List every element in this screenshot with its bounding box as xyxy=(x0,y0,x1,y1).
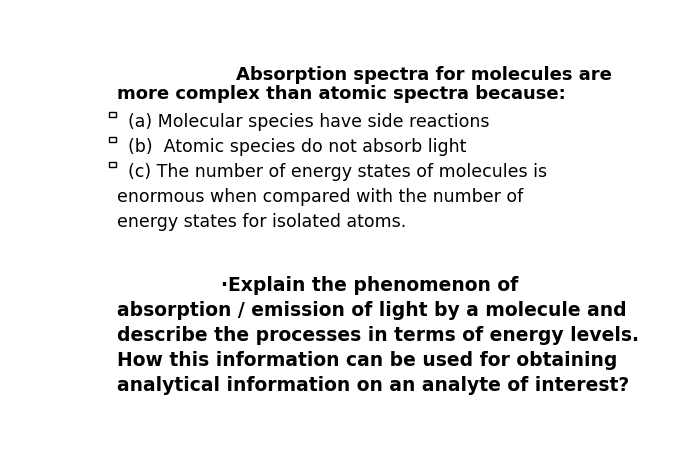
Bar xyxy=(109,112,116,117)
Text: more complex than atomic spectra because:: more complex than atomic spectra because… xyxy=(118,85,566,103)
Text: (b)  Atomic species do not absorb light: (b) Atomic species do not absorb light xyxy=(128,138,467,156)
Text: Absorption spectra for molecules are: Absorption spectra for molecules are xyxy=(236,66,612,84)
Bar xyxy=(109,137,116,142)
Text: absorption / emission of light by a molecule and: absorption / emission of light by a mole… xyxy=(118,301,627,320)
Text: energy states for isolated atoms.: energy states for isolated atoms. xyxy=(118,213,407,231)
Bar xyxy=(109,162,116,167)
Text: describe the processes in terms of energy levels.: describe the processes in terms of energ… xyxy=(118,326,639,345)
Text: ·Explain the phenomenon of: ·Explain the phenomenon of xyxy=(221,276,518,295)
Text: enormous when compared with the number of: enormous when compared with the number o… xyxy=(118,188,524,206)
Text: analytical information on an analyte of interest?: analytical information on an analyte of … xyxy=(118,376,629,395)
Text: How this information can be used for obtaining: How this information can be used for obt… xyxy=(118,351,617,369)
Text: (c) The number of energy states of molecules is: (c) The number of energy states of molec… xyxy=(128,163,547,181)
Text: (a) Molecular species have side reactions: (a) Molecular species have side reaction… xyxy=(128,113,490,131)
